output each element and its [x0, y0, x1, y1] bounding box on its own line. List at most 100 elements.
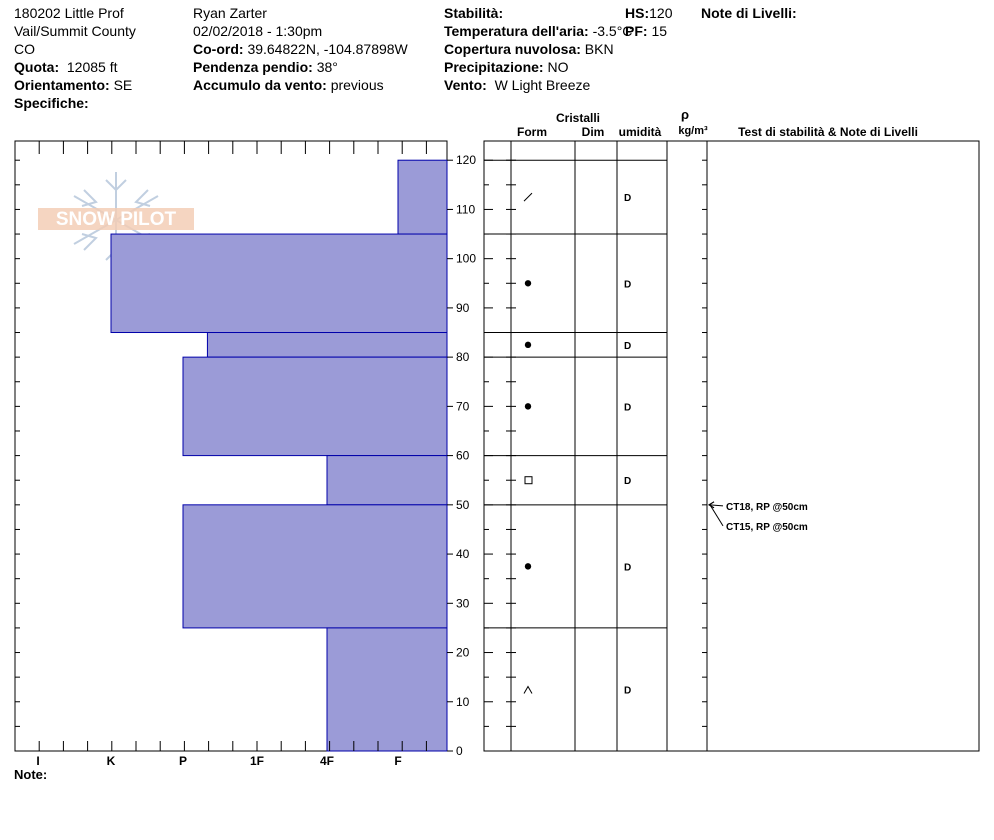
grain-rounded-icon [524, 403, 532, 410]
y-tick-label: 30 [456, 596, 470, 610]
y-tick-label: 80 [456, 350, 470, 364]
temp-value: -3.5°C [592, 23, 633, 39]
y-tick-label: 10 [456, 695, 470, 709]
y-tick-label: 20 [456, 646, 470, 660]
hardness-label: 4F [320, 754, 334, 768]
orient-value: SE [113, 77, 133, 93]
location-block: 180202 Little Prof Vail/Summit County CO… [14, 4, 136, 112]
hardness-label: K [107, 754, 116, 768]
note-label: Note: [14, 767, 47, 782]
quota-value: 12085 ft [66, 59, 118, 75]
observer-name: Ryan Zarter [193, 5, 267, 21]
pf-row: PF: 15 [625, 22, 672, 40]
layer-table: D D D D D D D CT18, RP @50cm CT15, RP @50cm [483, 140, 980, 752]
hardness-label: P [179, 754, 187, 768]
stability-tests: CT18, RP @50cm CT15, RP @50cm [708, 501, 808, 533]
conditions-block: Stabilità: Temperatura dell'aria: -3.5°C… [444, 4, 632, 94]
y-tick-label: 110 [456, 202, 475, 216]
test-leader [709, 504, 724, 527]
header-umidita: umidità [619, 125, 662, 139]
accumulo-row: Accumulo da vento: previous [193, 76, 408, 94]
hardness-label: I [36, 754, 39, 768]
y-tick-label: 0 [456, 744, 463, 758]
specifiche-row: Specifiche: [14, 94, 136, 112]
accumulo-label: Accumulo da vento: [193, 77, 327, 93]
stability-test-label: CT18, RP @50cm [726, 502, 808, 513]
moisture-label: D [624, 279, 631, 290]
hardness-bar [182, 504, 448, 629]
observation-datetime: 02/02/2018 - 1:30pm [193, 23, 323, 39]
note-livelli-block: Note di Livelli: [701, 4, 797, 22]
hardness-bar [206, 332, 448, 358]
y-tick-label: 120 [456, 153, 476, 167]
y-tick-label: 50 [456, 498, 470, 512]
copertura-value: BKN [584, 41, 614, 57]
hardness-ticks [14, 141, 427, 752]
hs-pf-block: HS:120 PF: 15 [625, 4, 672, 40]
y-tick-label: 70 [456, 399, 470, 413]
temp-row: Temperatura dell'aria: -3.5°C [444, 22, 632, 40]
specifiche-label: Specifiche: [14, 95, 89, 111]
header-form: Form [517, 125, 547, 139]
grain-faceted-icon [524, 476, 533, 485]
precip-value: NO [547, 59, 569, 75]
hardness-bar [326, 627, 448, 752]
header-density-unit: kg/m³ [678, 125, 708, 137]
y-tick-label: 100 [456, 252, 476, 266]
hardness-bar [397, 159, 448, 235]
table-ticks [484, 159, 707, 752]
header-cristalli: Cristalli [556, 111, 600, 125]
vento-label: Vento: [444, 77, 487, 93]
y-tick-label: 40 [456, 547, 470, 561]
y-tick-label: 90 [456, 301, 470, 315]
hs-label: HS: [625, 5, 650, 21]
layer-marks: D D D D D D D [523, 192, 631, 696]
hardness-bar [326, 455, 448, 506]
coord-row: Co-ord: 39.64822N, -104.87898W [193, 40, 408, 58]
grain-rounded-icon [524, 341, 532, 349]
temp-label: Temperatura dell'aria: [444, 23, 589, 39]
hs-row: HS:120 [625, 4, 672, 22]
vento-value: W Light Breeze [494, 77, 591, 93]
precip-label: Precipitazione: [444, 59, 544, 75]
location-line-3: CO [14, 41, 35, 57]
test-arrow-icon [708, 501, 715, 509]
stabilita-label: Stabilità: [444, 5, 504, 21]
moisture-label: D [624, 562, 631, 573]
pf-label: PF: [625, 23, 648, 39]
moisture-label: D [624, 193, 631, 204]
header-tests: Test di stabilità & Note di Livelli [738, 125, 918, 139]
quota-row: Quota: 12085 ft [14, 58, 136, 76]
header-dim: Dim [582, 125, 605, 139]
accumulo-value: previous [330, 77, 384, 93]
y-tick-label: 60 [456, 449, 470, 463]
depth-axis: 0 10 20 30 40 50 60 70 80 90 100 110 120 [447, 153, 476, 758]
pf-value: 15 [651, 23, 668, 39]
precip-row: Precipitazione: NO [444, 58, 632, 76]
pendenza-value: 38° [316, 59, 338, 75]
hardness-label: 1F [250, 754, 264, 768]
table-frame [483, 140, 980, 752]
pendenza-row: Pendenza pendio: 38° [193, 58, 408, 76]
orient-row: Orientamento: SE [14, 76, 136, 94]
grain-rounded-icon [524, 280, 532, 287]
grain-slash-icon [523, 192, 533, 202]
grain-rounded-icon [524, 563, 532, 570]
hs-value: 120 [649, 5, 673, 21]
test-leader [709, 504, 724, 507]
hardness-label: F [394, 754, 401, 768]
copertura-row: Copertura nuvolosa: BKN [444, 40, 632, 58]
logo-text: SNOW PILOT [56, 209, 177, 230]
pendenza-label: Pendenza pendio: [193, 59, 313, 75]
hardness-bars [110, 159, 448, 752]
location-line-1: 180202 Little Prof [14, 5, 124, 21]
vento-row: Vento: W Light Breeze [444, 76, 632, 94]
copertura-label: Copertura nuvolosa: [444, 41, 581, 57]
moisture-label: D [624, 341, 631, 352]
location-line-2: Vail/Summit County [14, 23, 136, 39]
coord-value: 39.64822N, -104.87898W [247, 41, 408, 57]
snowpilot-logo: SNOW PILOT [38, 172, 194, 268]
column-headers: Cristalli Form Dim umidità ρ kg/m³ Test … [517, 107, 918, 139]
moisture-label: D [624, 685, 631, 696]
